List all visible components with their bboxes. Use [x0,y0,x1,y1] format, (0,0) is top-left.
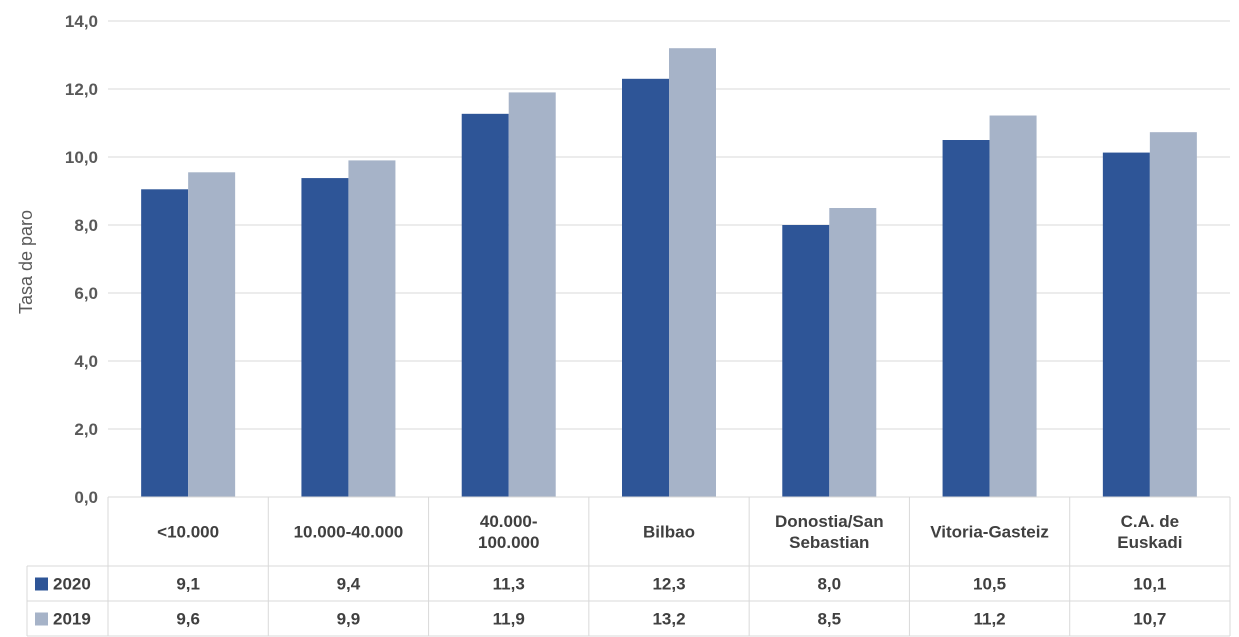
table-cell-value: 11,3 [493,575,525,594]
table-cell-value: 10,1 [1133,575,1166,594]
legend-swatch-2019 [35,612,48,626]
bar-2019 [989,115,1037,498]
bar-2020 [622,78,669,498]
y-tick-label: 12,0 [65,80,98,99]
category-label: 100.000 [478,533,539,552]
category-label: Donostia/San [775,512,884,531]
table-cell-value: 11,2 [973,610,1005,629]
y-axis-label: Tasa de paro [16,210,36,314]
table-cell-value: 9,1 [176,575,200,594]
legend-label: 2019 [53,610,91,629]
category-label: C.A. de [1121,512,1180,531]
bar-2019 [508,92,556,498]
bar-2020 [141,189,189,498]
y-tick-label: 0,0 [74,488,98,507]
table-cell-value: 8,5 [817,610,841,629]
y-tick-label: 2,0 [74,420,98,439]
y-tick-label: 6,0 [74,284,98,303]
category-label: 40.000- [480,512,538,531]
bar-2019 [829,208,877,497]
bar-2020 [301,178,349,497]
table-cell-value: 11,9 [493,610,525,629]
table-cell-value: 8,0 [817,575,841,594]
y-axis-ticks: 0,0 2,0 4,0 6,0 8,0 10,0 12,0 14,0 [65,12,98,507]
table-cell-value: 12,3 [652,575,685,594]
bar-2019 [669,48,716,497]
table-cell-value: 13,2 [652,610,685,629]
table-cell-value: 10,7 [1133,610,1166,629]
legend-swatch-2020 [35,577,48,591]
bars [141,48,1197,498]
table-cell-value: 9,6 [176,610,200,629]
category-label: Vitoria-Gasteiz [930,523,1049,542]
bar-2019 [188,172,236,498]
category-label: Sebastian [789,533,869,552]
category-label: <10.000 [157,523,219,542]
category-label: 10.000-40.000 [294,523,404,542]
bar-2020 [942,140,990,497]
category-label: Euskadi [1117,533,1182,552]
y-tick-label: 14,0 [65,12,98,31]
table-cell-value: 10,5 [973,575,1006,594]
category-label: Bilbao [643,523,695,542]
y-tick-label: 8,0 [74,216,98,235]
bar-2019 [348,160,396,497]
bar-2019 [1149,132,1197,497]
bar-2020 [1102,152,1150,497]
bar-2020 [782,225,830,497]
bar-2020 [461,113,509,497]
data-table: <10.000 10.000-40.000 40.000- 100.000 Bilbao… [26,496,1231,637]
y-tick-label: 4,0 [74,352,98,371]
y-tick-label: 10,0 [65,148,98,167]
table-cell-value: 9,4 [337,575,361,594]
legend-label: 2020 [53,575,91,594]
table-cell-value: 9,9 [337,610,361,629]
